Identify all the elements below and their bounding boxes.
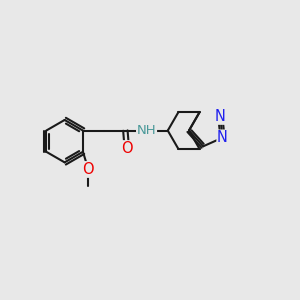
Text: N: N: [215, 109, 226, 124]
Text: O: O: [121, 141, 133, 156]
Text: N: N: [217, 130, 228, 145]
Text: NH: NH: [137, 124, 156, 137]
Text: O: O: [121, 141, 133, 156]
Text: O: O: [82, 162, 94, 177]
Text: NH: NH: [137, 124, 156, 137]
Text: O: O: [82, 162, 94, 177]
